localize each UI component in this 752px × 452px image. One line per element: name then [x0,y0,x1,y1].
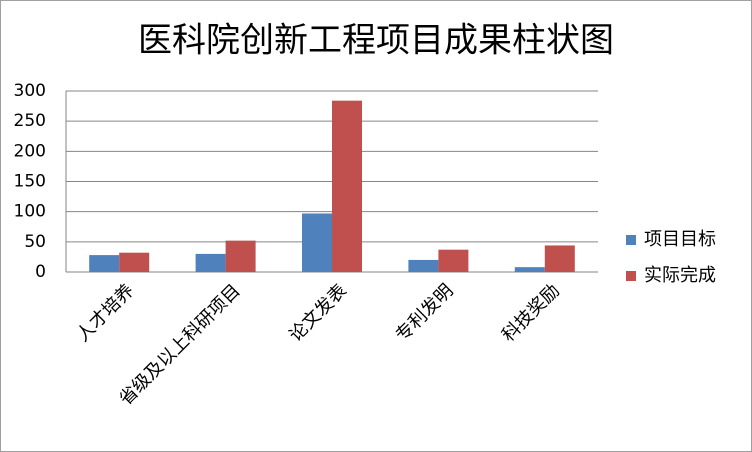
y-tick-label: 50 [24,232,46,252]
legend-swatch [626,271,636,281]
legend-label: 项目目标 [644,229,716,250]
bar [302,213,332,272]
y-tick-label: 300 [14,81,46,101]
y-tick-label: 200 [14,141,46,161]
bar [544,245,575,272]
y-tick-label: 250 [14,111,46,131]
chart-title: 医科院创新工程项目成果柱状图 [138,21,614,61]
y-tick-label: 100 [14,202,46,222]
bar [408,259,439,272]
y-tick-label: 150 [14,172,46,192]
bar [195,253,226,272]
legend-label: 实际完成 [644,265,716,286]
bar [225,240,256,272]
y-tick-label: 0 [35,262,46,282]
legend-swatch [626,235,636,245]
bar [438,249,469,272]
bar [119,252,150,272]
bar [332,100,362,272]
bar [514,267,545,272]
bar [89,255,120,272]
